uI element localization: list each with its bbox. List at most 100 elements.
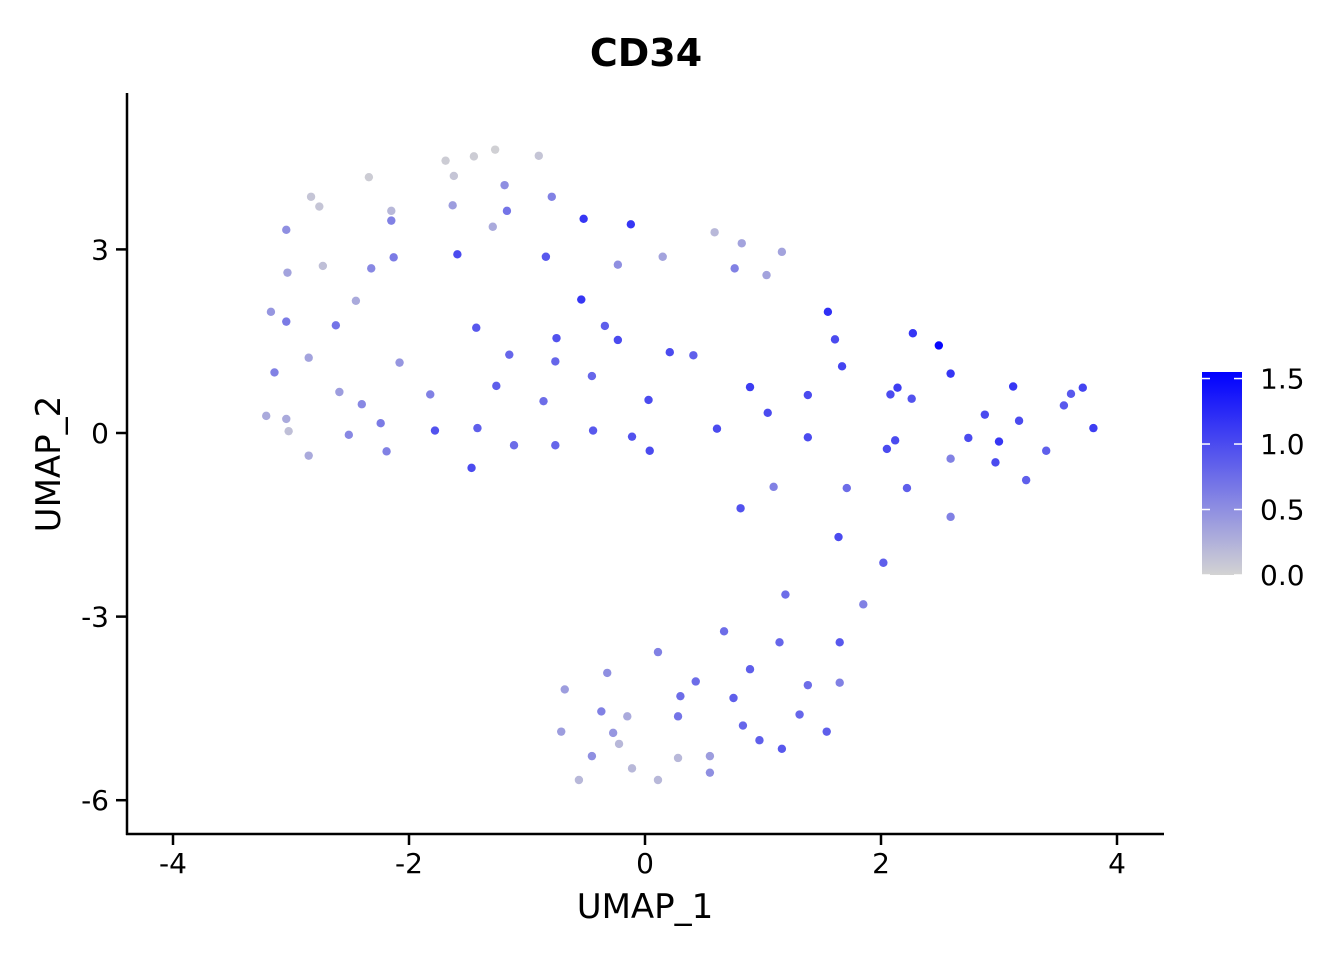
data-point bbox=[541, 252, 551, 261]
data-point bbox=[600, 321, 610, 331]
data-point bbox=[729, 693, 738, 703]
data-point bbox=[472, 323, 481, 332]
data-point bbox=[777, 247, 787, 257]
data-point bbox=[946, 454, 955, 463]
data-point bbox=[367, 264, 376, 273]
data-point bbox=[1089, 423, 1098, 433]
data-point bbox=[335, 387, 344, 397]
data-point bbox=[467, 463, 476, 473]
data-point bbox=[842, 483, 851, 493]
x-tick-label: -4 bbox=[159, 847, 187, 880]
data-point bbox=[623, 712, 632, 721]
data-point bbox=[453, 250, 462, 259]
data-point bbox=[430, 426, 440, 435]
data-point bbox=[270, 368, 279, 377]
data-point bbox=[282, 414, 291, 424]
data-point bbox=[658, 252, 667, 261]
data-point bbox=[755, 736, 764, 745]
data-point bbox=[473, 423, 482, 433]
data-point bbox=[492, 381, 501, 391]
x-ticks: -4 -2 0 2 4 bbox=[159, 834, 1126, 880]
data-point bbox=[426, 390, 435, 399]
chart-title: CD34 bbox=[590, 31, 702, 75]
data-point bbox=[389, 253, 398, 262]
data-point bbox=[710, 228, 719, 237]
data-point bbox=[318, 261, 328, 271]
y-tick-label: 0 bbox=[91, 417, 109, 450]
data-point bbox=[304, 353, 313, 362]
data-point bbox=[795, 710, 804, 719]
data-point bbox=[1059, 401, 1069, 410]
legend-tick-label: 1.5 bbox=[1260, 363, 1305, 396]
data-point bbox=[705, 751, 715, 761]
data-point bbox=[689, 351, 698, 360]
data-point bbox=[547, 192, 556, 201]
color-legend: 0.0 0.5 1.0 1.5 bbox=[1202, 363, 1305, 592]
data-point bbox=[908, 329, 918, 338]
data-point bbox=[781, 590, 790, 599]
data-point bbox=[737, 239, 746, 248]
data-point bbox=[1014, 416, 1024, 425]
legend-ticks: 0.0 0.5 1.0 1.5 bbox=[1202, 363, 1305, 592]
data-point bbox=[803, 433, 813, 442]
data-point bbox=[505, 350, 514, 359]
data-point bbox=[902, 483, 912, 493]
data-point bbox=[835, 678, 844, 687]
data-point bbox=[946, 512, 955, 522]
data-point bbox=[762, 270, 771, 280]
x-tick-label: -2 bbox=[395, 847, 423, 880]
data-point bbox=[262, 411, 271, 421]
data-point bbox=[597, 707, 606, 716]
data-point bbox=[613, 260, 623, 269]
data-point bbox=[777, 744, 787, 753]
data-point bbox=[574, 775, 584, 785]
data-point bbox=[691, 677, 700, 686]
data-point bbox=[613, 335, 623, 345]
data-point bbox=[614, 739, 624, 749]
data-point bbox=[282, 317, 291, 326]
data-point bbox=[775, 638, 784, 647]
data-point bbox=[387, 206, 396, 216]
data-point bbox=[315, 202, 324, 211]
data-point bbox=[835, 638, 844, 647]
data-point bbox=[627, 432, 637, 441]
data-point bbox=[266, 307, 276, 317]
data-point bbox=[745, 382, 755, 392]
data-point bbox=[712, 424, 722, 433]
legend-tick-label: 1.0 bbox=[1260, 428, 1305, 461]
x-tick-label: 0 bbox=[636, 847, 654, 880]
data-point bbox=[730, 264, 739, 273]
data-point bbox=[719, 627, 729, 636]
data-point bbox=[879, 558, 888, 567]
data-point bbox=[665, 348, 674, 357]
data-point bbox=[1042, 446, 1051, 455]
points-layer bbox=[262, 145, 1098, 785]
data-point bbox=[441, 156, 450, 165]
data-point bbox=[946, 369, 955, 378]
data-point bbox=[673, 712, 683, 721]
data-point bbox=[283, 268, 292, 277]
data-point bbox=[557, 727, 566, 736]
legend-colorbar bbox=[1202, 372, 1242, 575]
data-point bbox=[534, 151, 543, 160]
data-point bbox=[934, 341, 944, 350]
data-point bbox=[803, 680, 813, 690]
data-point bbox=[991, 458, 1000, 467]
data-point bbox=[579, 214, 588, 223]
data-point bbox=[859, 600, 868, 609]
legend-tick-label: 0.0 bbox=[1260, 559, 1305, 592]
data-point bbox=[577, 295, 586, 304]
data-point bbox=[1066, 389, 1076, 399]
data-point bbox=[964, 433, 973, 443]
data-point bbox=[676, 691, 685, 701]
data-point bbox=[587, 751, 597, 761]
data-point bbox=[882, 444, 892, 454]
data-point bbox=[357, 400, 366, 409]
data-point bbox=[603, 668, 612, 678]
data-point bbox=[886, 390, 895, 399]
x-tick-label: 4 bbox=[1108, 847, 1126, 880]
y-tick-label: 3 bbox=[91, 233, 109, 266]
data-point bbox=[907, 394, 916, 403]
data-point bbox=[994, 437, 1004, 446]
data-point bbox=[803, 390, 813, 400]
